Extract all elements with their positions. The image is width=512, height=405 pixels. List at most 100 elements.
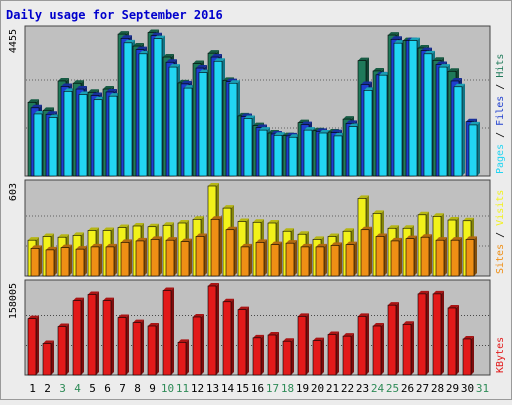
panel-sites-visits: 603 Sites / Visits bbox=[8, 179, 506, 277]
bar-kbytes-day-15-face bbox=[237, 309, 247, 376]
bar-pages-day-25-top bbox=[394, 40, 405, 44]
bar-kbytes-day-2-top bbox=[43, 340, 54, 344]
bar-hits-day-5-top bbox=[88, 89, 99, 93]
bar-kbytes-day-5 bbox=[87, 291, 99, 376]
bar-sites-day-8-face bbox=[135, 240, 145, 277]
bar-kbytes-day-5-side bbox=[96, 291, 99, 375]
bar-files-day-29-top bbox=[451, 77, 462, 81]
bar-kbytes-day-21 bbox=[327, 331, 339, 376]
bar-hits-day-3-top bbox=[58, 77, 69, 81]
bar-hits-day-2-top bbox=[43, 107, 54, 111]
bar-pages-day-29-side bbox=[462, 83, 465, 176]
bar-sites-day-23-face bbox=[360, 229, 370, 277]
bar-visits-day-28-top bbox=[433, 213, 444, 217]
day-label-9: 9 bbox=[149, 382, 156, 395]
bar-kbytes-day-7 bbox=[117, 314, 129, 376]
bar-hits-day-24-top bbox=[373, 67, 384, 71]
bar-hits-day-1-top bbox=[28, 99, 39, 103]
bar-sites-day-1-side bbox=[39, 245, 42, 276]
bar-kbytes-day-17-face bbox=[267, 334, 277, 376]
bar-visits-day-20-top bbox=[313, 236, 324, 240]
legend-sites-visits: Sites / Visits bbox=[495, 190, 506, 274]
bar-sites-day-22 bbox=[345, 241, 357, 277]
bar-kbytes-day-27-top bbox=[418, 290, 429, 294]
bar-kbytes-day-6-side bbox=[111, 297, 114, 375]
legend-separator: / bbox=[495, 226, 506, 244]
day-label-25: 25 bbox=[386, 382, 399, 395]
bar-pages-day-2-top bbox=[49, 114, 60, 118]
bar-visits-day-29-top bbox=[448, 217, 459, 221]
bar-kbytes-day-25-top bbox=[388, 302, 399, 306]
bar-files-day-16-top bbox=[256, 124, 267, 128]
bar-sites-day-2 bbox=[45, 246, 57, 277]
bar-hits-day-25-top bbox=[388, 32, 399, 36]
bar-sites-day-15 bbox=[240, 243, 252, 277]
bar-sites-day-24-top bbox=[376, 233, 387, 237]
bar-pages-day-23-face bbox=[363, 90, 373, 177]
legend-label-hits: Hits bbox=[495, 54, 506, 78]
day-label-11: 11 bbox=[176, 382, 189, 395]
bar-files-day-8-top bbox=[136, 46, 147, 50]
bar-sites-day-18-face bbox=[285, 242, 295, 277]
chart-title: Daily usage for September 2016 bbox=[6, 8, 223, 22]
bar-kbytes-day-26 bbox=[402, 321, 414, 376]
bar-sites-day-8 bbox=[135, 237, 147, 277]
bar-pages-day-22-face bbox=[348, 126, 358, 177]
bar-pages-day-30 bbox=[468, 121, 480, 177]
bar-kbytes-day-1-top bbox=[28, 315, 39, 319]
bar-visits-day-11-top bbox=[178, 220, 189, 224]
day-label-14: 14 bbox=[221, 382, 235, 395]
bar-sites-day-24-face bbox=[375, 236, 385, 277]
bar-kbytes-day-10 bbox=[162, 287, 174, 376]
bar-files-day-6-top bbox=[106, 88, 117, 92]
bar-hits-day-8-top bbox=[133, 43, 144, 47]
bar-pages-day-24-face bbox=[378, 74, 388, 177]
bar-kbytes-day-4-side bbox=[81, 297, 84, 375]
bar-kbytes-day-28-face bbox=[432, 293, 442, 376]
bar-pages-day-29 bbox=[453, 83, 465, 177]
bar-kbytes-day-8-face bbox=[132, 322, 142, 376]
bar-files-day-22-top bbox=[346, 120, 357, 124]
bar-pages-day-9-top bbox=[154, 35, 165, 39]
bar-kbytes-day-29-side bbox=[456, 304, 459, 375]
bar-kbytes-day-7-top bbox=[118, 314, 129, 318]
bar-pages-day-25-face bbox=[393, 42, 403, 177]
bar-kbytes-day-1-face bbox=[27, 318, 37, 376]
bar-sites-day-27-face bbox=[420, 236, 430, 277]
bar-kbytes-day-3 bbox=[57, 323, 69, 376]
bar-sites-day-23 bbox=[360, 226, 372, 277]
bar-sites-day-24-side bbox=[384, 233, 387, 276]
bar-sites-day-9 bbox=[150, 236, 162, 277]
bar-sites-day-14 bbox=[225, 226, 237, 277]
bar-pages-day-27-top bbox=[424, 50, 435, 54]
bar-visits-day-7-top bbox=[118, 224, 129, 228]
bar-sites-day-9-side bbox=[159, 236, 162, 276]
bar-visits-day-12-top bbox=[193, 216, 204, 220]
day-label-15: 15 bbox=[236, 382, 249, 395]
bar-kbytes-day-25 bbox=[387, 302, 399, 376]
bar-visits-day-14-top bbox=[223, 205, 234, 209]
bar-sites-day-29-face bbox=[450, 239, 460, 277]
bar-kbytes-day-9-side bbox=[156, 322, 159, 375]
bar-kbytes-day-26-top bbox=[403, 321, 414, 325]
bar-sites-day-19-top bbox=[301, 243, 312, 247]
bar-sites-day-14-top bbox=[226, 226, 237, 230]
bar-kbytes-day-19-side bbox=[306, 313, 309, 375]
bar-kbytes-day-11-face bbox=[177, 342, 187, 376]
bar-pages-day-16-top bbox=[259, 127, 270, 131]
bar-sites-day-22-top bbox=[346, 241, 357, 245]
bar-sites-day-25-face bbox=[390, 240, 400, 277]
bar-visits-day-23-top bbox=[358, 195, 369, 199]
bar-sites-day-5 bbox=[90, 243, 102, 277]
bar-sites-day-20-face bbox=[315, 246, 325, 277]
bar-sites-day-12 bbox=[195, 233, 207, 277]
bar-kbytes-day-24-face bbox=[372, 325, 382, 376]
bar-kbytes-day-16-top bbox=[253, 334, 264, 338]
bar-files-day-2-top bbox=[46, 111, 57, 115]
bar-kbytes-day-1 bbox=[27, 315, 39, 376]
day-label-2: 2 bbox=[44, 382, 51, 395]
bar-sites-day-9-top bbox=[151, 236, 162, 240]
bar-hits-day-10-top bbox=[163, 54, 174, 58]
bar-kbytes-day-3-side bbox=[66, 323, 69, 375]
